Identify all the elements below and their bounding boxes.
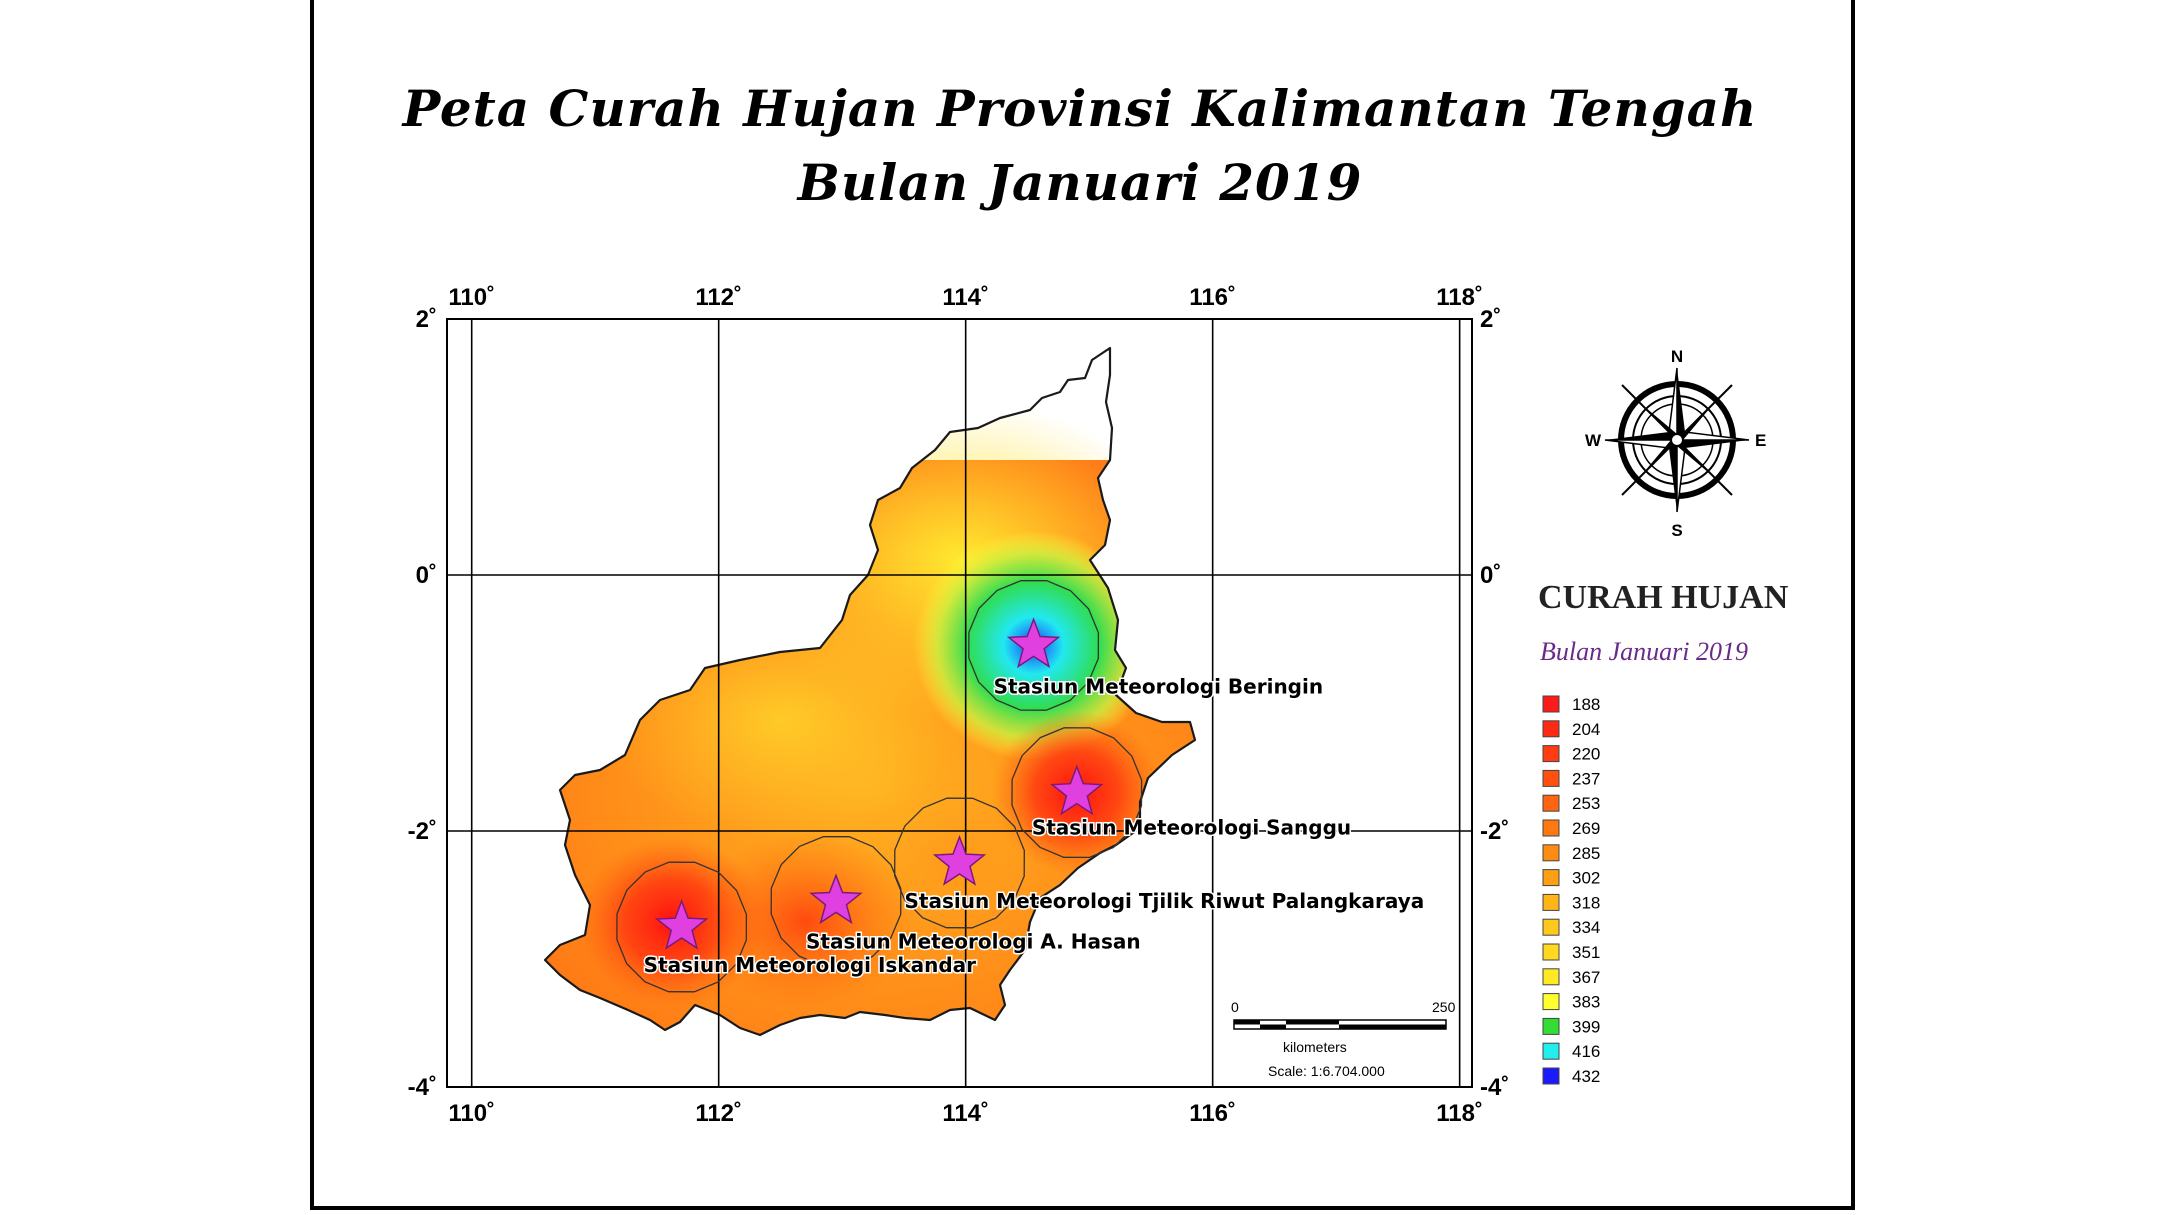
legend: CURAH HUJAN Bulan Januari 2019 188 204 220… bbox=[1538, 579, 1789, 1086]
station-star-icon bbox=[1050, 764, 1104, 816]
station-label: Stasiun Meteorologi Tjilik Riwut Palangk… bbox=[905, 889, 1425, 913]
legend-subtitle: Bulan Januari 2019 bbox=[1540, 637, 1748, 666]
lat-label-left: -2˚ bbox=[408, 818, 437, 845]
legend-label: 204 bbox=[1572, 720, 1600, 739]
legend-label: 367 bbox=[1572, 968, 1600, 987]
legend-swatch bbox=[1542, 1017, 1560, 1035]
compass-w: W bbox=[1585, 431, 1602, 450]
lat-label-right: 2˚ bbox=[1480, 306, 1501, 333]
scale-ratio: Scale: 1:6.704.000 bbox=[1268, 1063, 1385, 1079]
legend-label: 253 bbox=[1572, 794, 1600, 813]
title-line-1: Peta Curah Hujan Provinsi Kalimantan Ten… bbox=[402, 79, 1758, 138]
station-label: Stasiun Meteorologi Iskandar bbox=[644, 953, 977, 977]
legend-swatch bbox=[1542, 794, 1560, 812]
lon-label-bottom: 112˚ bbox=[695, 1100, 742, 1127]
station-star-icon bbox=[654, 898, 709, 950]
station-ring bbox=[1011, 727, 1143, 859]
lon-label-top: 110˚ bbox=[448, 284, 495, 311]
lon-label-bottom: 118˚ bbox=[1436, 1100, 1483, 1127]
legend-swatch bbox=[1542, 893, 1560, 911]
lon-label-top: 114˚ bbox=[942, 284, 989, 311]
scale-start: 0 bbox=[1231, 999, 1239, 1015]
compass-e: E bbox=[1755, 431, 1766, 450]
compass-n: N bbox=[1671, 347, 1683, 366]
compass-s: S bbox=[1671, 521, 1682, 540]
lon-label-top: 116˚ bbox=[1189, 284, 1236, 311]
legend-label: 383 bbox=[1572, 993, 1600, 1012]
province-rainfall-surface bbox=[545, 400, 1195, 1035]
legend-label: 334 bbox=[1572, 918, 1600, 937]
lon-label-bottom: 116˚ bbox=[1189, 1100, 1236, 1127]
map-title: Peta Curah Hujan Provinsi Kalimantan Ten… bbox=[0, 72, 2160, 220]
legend-label: 318 bbox=[1572, 893, 1600, 912]
lon-label-top: 118˚ bbox=[1436, 284, 1483, 311]
legend-swatch bbox=[1542, 695, 1560, 713]
legend-swatch bbox=[1542, 869, 1560, 887]
legend-swatch bbox=[1542, 745, 1560, 763]
legend-label: 188 bbox=[1572, 695, 1600, 714]
legend-label: 302 bbox=[1572, 869, 1600, 888]
legend-swatch bbox=[1542, 943, 1560, 961]
station-label: Stasiun Meteorologi Beringin bbox=[994, 674, 1324, 698]
station-ring bbox=[968, 579, 1100, 711]
lon-label-bottom: 110˚ bbox=[448, 1100, 495, 1127]
station-ring bbox=[894, 797, 1025, 929]
station-star-icon bbox=[1006, 617, 1061, 669]
lon-label-bottom: 114˚ bbox=[942, 1100, 989, 1127]
station-rings bbox=[616, 579, 1143, 993]
title-line-2: Bulan Januari 2019 bbox=[797, 153, 1363, 212]
legend-swatch bbox=[1542, 993, 1560, 1011]
lat-label-right: 0˚ bbox=[1480, 562, 1501, 589]
station-ring bbox=[616, 861, 748, 993]
lon-label-top: 112˚ bbox=[695, 284, 742, 311]
legend-swatch bbox=[1542, 819, 1560, 837]
station-label: Stasiun Meteorologi A. Hasan bbox=[806, 929, 1141, 953]
legend-swatch bbox=[1542, 720, 1560, 738]
axis-labels: 110˚ 110˚ 112˚ 112˚ 114˚ 114˚ 116˚ 116˚ 118˚ 118˚… bbox=[408, 284, 1510, 1127]
graticule bbox=[447, 319, 1472, 1087]
scale-unit: kilometers bbox=[1283, 1039, 1347, 1055]
stations: Stasiun Meteorologi Beringin Stasiun Mete… bbox=[642, 617, 1426, 979]
lat-label-right: -4˚ bbox=[1480, 1074, 1509, 1101]
legend-swatch bbox=[1542, 844, 1560, 862]
legend-swatch bbox=[1542, 968, 1560, 986]
lat-label-left: -4˚ bbox=[408, 1074, 437, 1101]
legend-label: 351 bbox=[1572, 943, 1600, 962]
station-star-icon bbox=[932, 834, 987, 886]
legend-label: 399 bbox=[1572, 1017, 1600, 1036]
compass-rose-icon: N S E W bbox=[1585, 347, 1766, 540]
legend-label: 269 bbox=[1572, 819, 1600, 838]
legend-swatch bbox=[1542, 1042, 1560, 1060]
lat-label-left: 0˚ bbox=[416, 562, 437, 589]
station-label: Stasiun Meteorologi Sanggu bbox=[1032, 816, 1351, 840]
legend-swatch bbox=[1542, 769, 1560, 787]
province-boundary bbox=[543, 346, 1197, 1037]
scale-bar: 0 250 kilometers Scale: 1:6.704.000 bbox=[1220, 982, 1458, 1079]
station-ring bbox=[770, 835, 902, 967]
lat-label-right: -2˚ bbox=[1480, 818, 1509, 845]
station-star-icon bbox=[809, 873, 863, 925]
lat-label-left: 2˚ bbox=[416, 306, 437, 333]
legend-title: CURAH HUJAN bbox=[1538, 579, 1789, 616]
legend-label: 432 bbox=[1572, 1067, 1600, 1086]
legend-label: 220 bbox=[1572, 745, 1600, 764]
legend-label: 285 bbox=[1572, 844, 1600, 863]
scale-end: 250 bbox=[1432, 999, 1456, 1015]
legend-label: 416 bbox=[1572, 1042, 1600, 1061]
legend-swatch bbox=[1542, 1067, 1560, 1085]
legend-label: 237 bbox=[1572, 769, 1600, 788]
legend-swatch bbox=[1542, 918, 1560, 936]
